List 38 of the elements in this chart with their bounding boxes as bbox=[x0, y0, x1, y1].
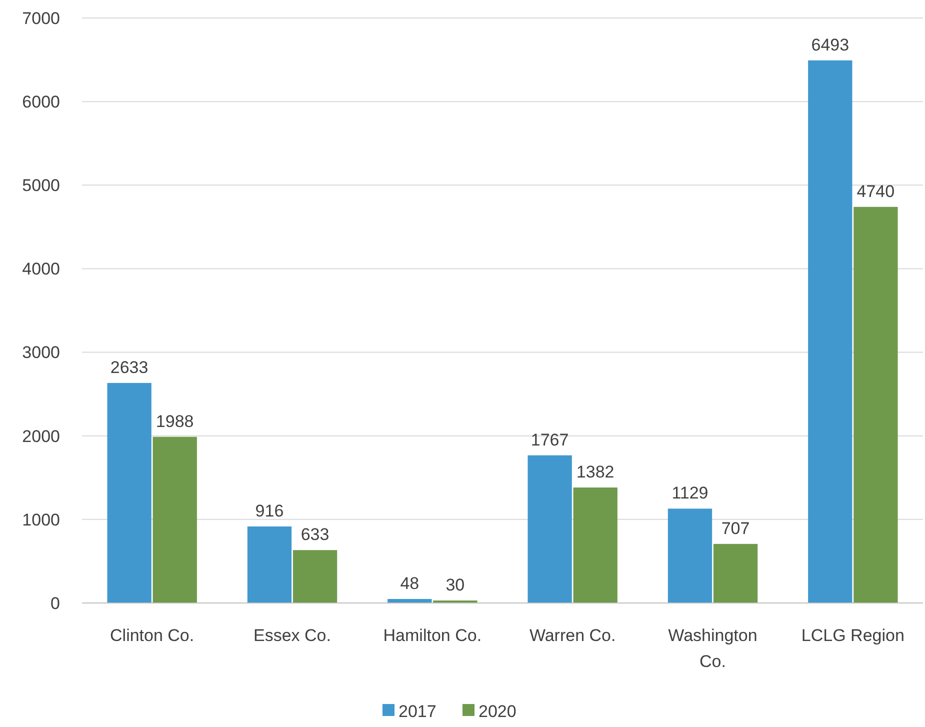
data-label: 4740 bbox=[856, 182, 895, 201]
y-tick-label: 0 bbox=[50, 594, 60, 613]
y-tick-label: 7000 bbox=[22, 8, 60, 28]
bar bbox=[713, 544, 758, 603]
data-label: 1382 bbox=[576, 462, 614, 482]
data-label: 1988 bbox=[156, 412, 194, 431]
data-label: 707 bbox=[721, 518, 750, 538]
y-tick-label: 3000 bbox=[22, 343, 60, 362]
bar bbox=[292, 550, 338, 603]
legend-label: 2020 bbox=[478, 702, 516, 721]
bar bbox=[107, 382, 152, 603]
y-tick-label: 1000 bbox=[22, 510, 60, 530]
x-tick-label: Hamilton Co. bbox=[383, 626, 482, 645]
bar bbox=[528, 455, 572, 603]
x-tick-label: Clinton Co. bbox=[110, 626, 194, 645]
legend-label: 2017 bbox=[398, 702, 436, 721]
data-label: 2633 bbox=[110, 358, 148, 377]
x-tick-label: LCLG Region bbox=[801, 626, 904, 645]
bar bbox=[854, 206, 898, 603]
data-label: 30 bbox=[446, 575, 465, 594]
bar bbox=[152, 436, 197, 603]
y-tick-label: 2000 bbox=[22, 426, 60, 446]
data-label: 633 bbox=[300, 525, 330, 544]
x-tick-label: Essex Co. bbox=[254, 626, 331, 645]
x-tick-label: Washington Co. bbox=[668, 626, 758, 671]
bar bbox=[668, 508, 712, 603]
bar bbox=[247, 526, 292, 603]
y-tick-label: 4000 bbox=[22, 260, 60, 279]
bar bbox=[573, 488, 618, 603]
data-label: 6493 bbox=[811, 35, 850, 54]
x-tick-label: Warren Co. bbox=[529, 626, 616, 645]
data-label: 1129 bbox=[672, 484, 708, 503]
data-label: 1767 bbox=[530, 430, 569, 450]
data-label: 48 bbox=[400, 574, 420, 593]
bar bbox=[808, 60, 852, 603]
data-label: 916 bbox=[255, 501, 284, 520]
y-tick-label: 5000 bbox=[22, 176, 60, 196]
y-tick-label: 6000 bbox=[22, 92, 60, 112]
